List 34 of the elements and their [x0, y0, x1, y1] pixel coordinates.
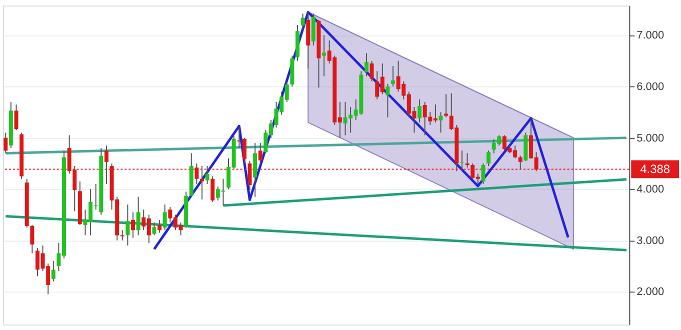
candlestick [120, 230, 124, 241]
y-tick-label: 7.000 [636, 30, 664, 42]
candlestick [370, 60, 374, 82]
candlestick [14, 104, 18, 131]
y-tick-label: 6.000 [636, 81, 664, 94]
candlestick [4, 132, 8, 154]
y-tick-label: 3.000 [636, 234, 664, 247]
candlestick [210, 176, 215, 202]
candlestick [444, 94, 448, 118]
candlestick [322, 34, 326, 77]
candlestick [364, 52, 368, 77]
ref-line-label: 4.388 [640, 162, 670, 176]
line-series [152, 10, 570, 250]
candlestick [460, 150, 464, 170]
candlestick [136, 196, 140, 236]
candlestick [51, 260, 56, 282]
candlestick [481, 162, 486, 184]
candlestick [438, 112, 443, 134]
y-tick-label: 5.000 [636, 132, 664, 144]
candlestick [486, 150, 491, 167]
candlestick [131, 212, 135, 238]
candlestick [152, 222, 156, 236]
candlestick [158, 219, 162, 234]
candlestick [126, 204, 130, 246]
candlestick [386, 83, 390, 118]
candlestick [418, 98, 422, 123]
y-tick-label: 2.000 [636, 286, 664, 298]
candlestick [258, 142, 262, 164]
candlestick [205, 166, 210, 184]
candlestick [391, 66, 396, 88]
y-tick-label: 4.000 [636, 184, 664, 196]
candlestick [30, 224, 34, 254]
candlestick [300, 13, 305, 31]
candlestick [162, 204, 167, 231]
